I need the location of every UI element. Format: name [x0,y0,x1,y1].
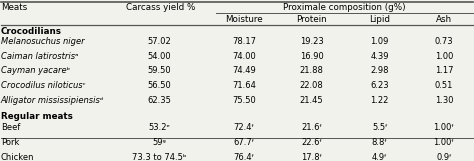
Text: 1.00ᶠ: 1.00ᶠ [434,123,455,132]
Text: Cayman yacareᵇ: Cayman yacareᵇ [0,66,70,75]
Text: 59ᵍ: 59ᵍ [152,138,166,147]
Text: 4.39: 4.39 [371,52,389,61]
Text: Ash: Ash [436,15,452,24]
Text: 5.5ᶠ: 5.5ᶠ [372,123,388,132]
Text: 72.4ᶠ: 72.4ᶠ [234,123,255,132]
Text: 62.35: 62.35 [147,96,171,105]
Text: 8.8ᶠ: 8.8ᶠ [372,138,388,147]
Text: 76.4ᶠ: 76.4ᶠ [234,153,255,161]
Text: 67.7ᶠ: 67.7ᶠ [234,138,255,147]
Text: Crocodilians: Crocodilians [0,27,62,36]
Text: 73.3 to 74.5ᵇ: 73.3 to 74.5ᵇ [132,153,186,161]
Text: 1.00: 1.00 [435,52,453,61]
Text: 21.45: 21.45 [300,96,323,105]
Text: 1.17: 1.17 [435,66,453,75]
Text: 56.50: 56.50 [147,81,171,90]
Text: Alligator mississipiensisᵈ: Alligator mississipiensisᵈ [0,96,104,105]
Text: 4.9ᶠ: 4.9ᶠ [372,153,388,161]
Text: 78.17: 78.17 [232,37,256,46]
Text: Caiman latirostrisᵃ: Caiman latirostrisᵃ [0,52,78,61]
Text: 74.00: 74.00 [232,52,256,61]
Text: 54.00: 54.00 [147,52,171,61]
Text: 1.09: 1.09 [371,37,389,46]
Text: 19.23: 19.23 [300,37,324,46]
Text: Melanosuchus niger: Melanosuchus niger [0,37,84,46]
Text: Pork: Pork [0,138,19,147]
Text: 1.22: 1.22 [371,96,389,105]
Text: 57.02: 57.02 [147,37,171,46]
Text: Carcass yield %: Carcass yield % [126,3,195,12]
Text: 1.00ᶠ: 1.00ᶠ [434,138,455,147]
Text: Regular meats: Regular meats [0,112,73,121]
Text: 74.49: 74.49 [232,66,256,75]
Text: Meats: Meats [0,3,27,12]
Text: 16.90: 16.90 [300,52,324,61]
Text: 21.6ᶠ: 21.6ᶠ [301,123,322,132]
Text: 59.50: 59.50 [147,66,171,75]
Text: Chicken: Chicken [0,153,34,161]
Text: 6.23: 6.23 [370,81,389,90]
Text: Beef: Beef [0,123,20,132]
Text: 2.98: 2.98 [371,66,389,75]
Text: Crocodilus niloticusᶜ: Crocodilus niloticusᶜ [0,81,85,90]
Text: Proximale composition (g%): Proximale composition (g%) [283,3,406,12]
Text: 22.6ᶠ: 22.6ᶠ [301,138,322,147]
Text: 71.64: 71.64 [232,81,256,90]
Text: 1.30: 1.30 [435,96,453,105]
Text: 0.51: 0.51 [435,81,453,90]
Text: Moisture: Moisture [225,15,263,24]
Text: 0.9ᶠ: 0.9ᶠ [436,153,452,161]
Text: 17.8ᶠ: 17.8ᶠ [301,153,322,161]
Text: 75.50: 75.50 [232,96,256,105]
Text: 0.73: 0.73 [435,37,453,46]
Text: Lipid: Lipid [369,15,390,24]
Text: 53.2ᵉ: 53.2ᵉ [148,123,170,132]
Text: 22.08: 22.08 [300,81,324,90]
Text: Protein: Protein [296,15,327,24]
Text: 21.88: 21.88 [300,66,324,75]
